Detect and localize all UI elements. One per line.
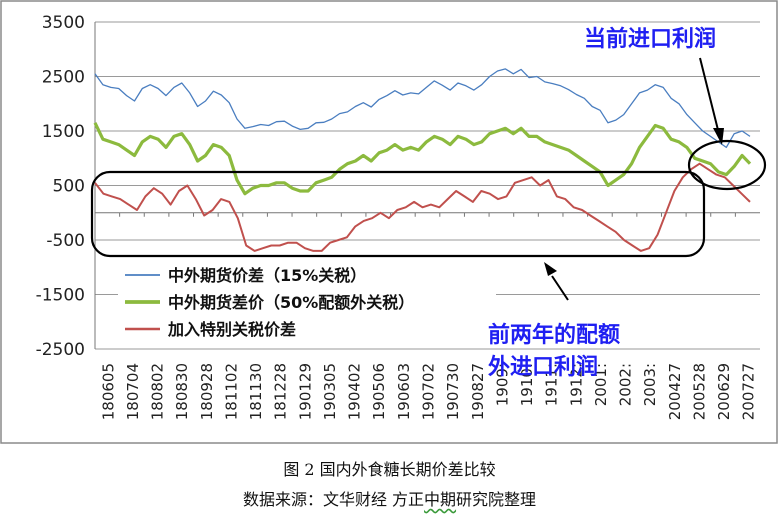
annotation-recent-profit: 当前进口利润 xyxy=(584,26,716,52)
y-tick-label: 1500 xyxy=(42,122,85,142)
x-tick-label: 200528 xyxy=(690,363,708,420)
x-tick-label: 181102 xyxy=(222,363,240,420)
series-line xyxy=(94,162,751,252)
legend-label: 加入特别关税价差 xyxy=(167,320,296,339)
chart-border xyxy=(0,0,778,444)
source-text-b: 中期 xyxy=(424,490,457,509)
x-tick-label: 181130 xyxy=(247,363,265,420)
source-text-c: 研究院整理 xyxy=(456,490,537,509)
x-tick-label: 181228 xyxy=(272,363,290,420)
figure-source: 数据来源：文华财经 方正中期研究院整理 xyxy=(0,486,779,510)
x-tick-label: 190305 xyxy=(321,363,339,420)
y-tick-label: 2500 xyxy=(42,68,85,88)
highlight-ovals xyxy=(90,139,767,258)
y-tick-label: -2500 xyxy=(36,340,85,360)
source-text-a: 数据来源：文华财经 方正 xyxy=(242,490,425,509)
y-tick-label: 500 xyxy=(53,177,85,197)
x-tick-label: 200427 xyxy=(666,363,684,420)
x-tick-label: 190129 xyxy=(296,363,314,420)
x-tick-label: 180704 xyxy=(124,363,142,420)
x-tick-label: 1911: xyxy=(543,363,561,406)
x-tick-label: 190702 xyxy=(420,363,438,420)
line-chart: 3500 2500 1500 500 -500 -1500 -2500 180605 18070… xyxy=(0,0,778,444)
x-tick-label: 2002: xyxy=(617,363,635,406)
y-tick-label: -1500 xyxy=(36,286,85,306)
arrow-prior-head xyxy=(544,262,557,276)
x-tick-label: 190827 xyxy=(469,363,487,420)
x-tick-label: 1912: xyxy=(567,363,585,406)
annotation-prior-profit: 外进口利润 xyxy=(488,354,598,380)
arrow-recent-shaft xyxy=(699,57,719,131)
y-tick-label: 3500 xyxy=(42,13,85,33)
arrow-recent-head xyxy=(713,128,724,145)
arrow-prior-shaft xyxy=(551,275,569,301)
legend-label: 中外期货差价（50%配额外关税） xyxy=(168,293,414,312)
x-tick-label: 180830 xyxy=(173,363,191,420)
series-line xyxy=(93,122,752,196)
x-tick-label: 1910: xyxy=(518,363,536,406)
x-tick-label: 190402 xyxy=(346,363,364,420)
highlight-box-prior xyxy=(90,170,706,258)
x-tick-label: 200727 xyxy=(740,363,758,420)
x-tick-label: 180802 xyxy=(149,363,167,420)
legend-label: 中外期货价差（15%关税） xyxy=(168,266,366,285)
legend: 中外期货价差（15%关税） 中外期货差价（50%配额外关税） 加入特别关税价差 xyxy=(118,260,496,348)
figure-caption: 图 2 国内外食糖长期价差比较 xyxy=(283,460,496,479)
x-tick-label: 1909: xyxy=(493,363,511,406)
legend-background xyxy=(118,260,496,348)
series-lines xyxy=(93,68,752,252)
x-tick-label: 2001: xyxy=(592,363,610,406)
x-tick-label: 190603 xyxy=(395,363,413,420)
highlight-oval-recent xyxy=(687,139,767,191)
x-tick-label: 190506 xyxy=(370,363,388,420)
axes: 3500 2500 1500 500 -500 -1500 -2500 180605 18070… xyxy=(36,13,760,420)
x-tick-label: 180928 xyxy=(198,363,216,420)
chart-frame: 3500 2500 1500 500 -500 -1500 -2500 180605 18070… xyxy=(0,0,778,444)
series-line xyxy=(94,68,751,149)
annotation-prior-profit: 前两年的配额 xyxy=(488,322,620,348)
x-tick-label: 180605 xyxy=(99,363,117,420)
x-tick-label: 200629 xyxy=(715,363,733,420)
x-tick-label: 2003: xyxy=(641,363,659,406)
y-tick-label: -500 xyxy=(46,231,85,251)
x-tick-label: 190730 xyxy=(444,363,462,420)
